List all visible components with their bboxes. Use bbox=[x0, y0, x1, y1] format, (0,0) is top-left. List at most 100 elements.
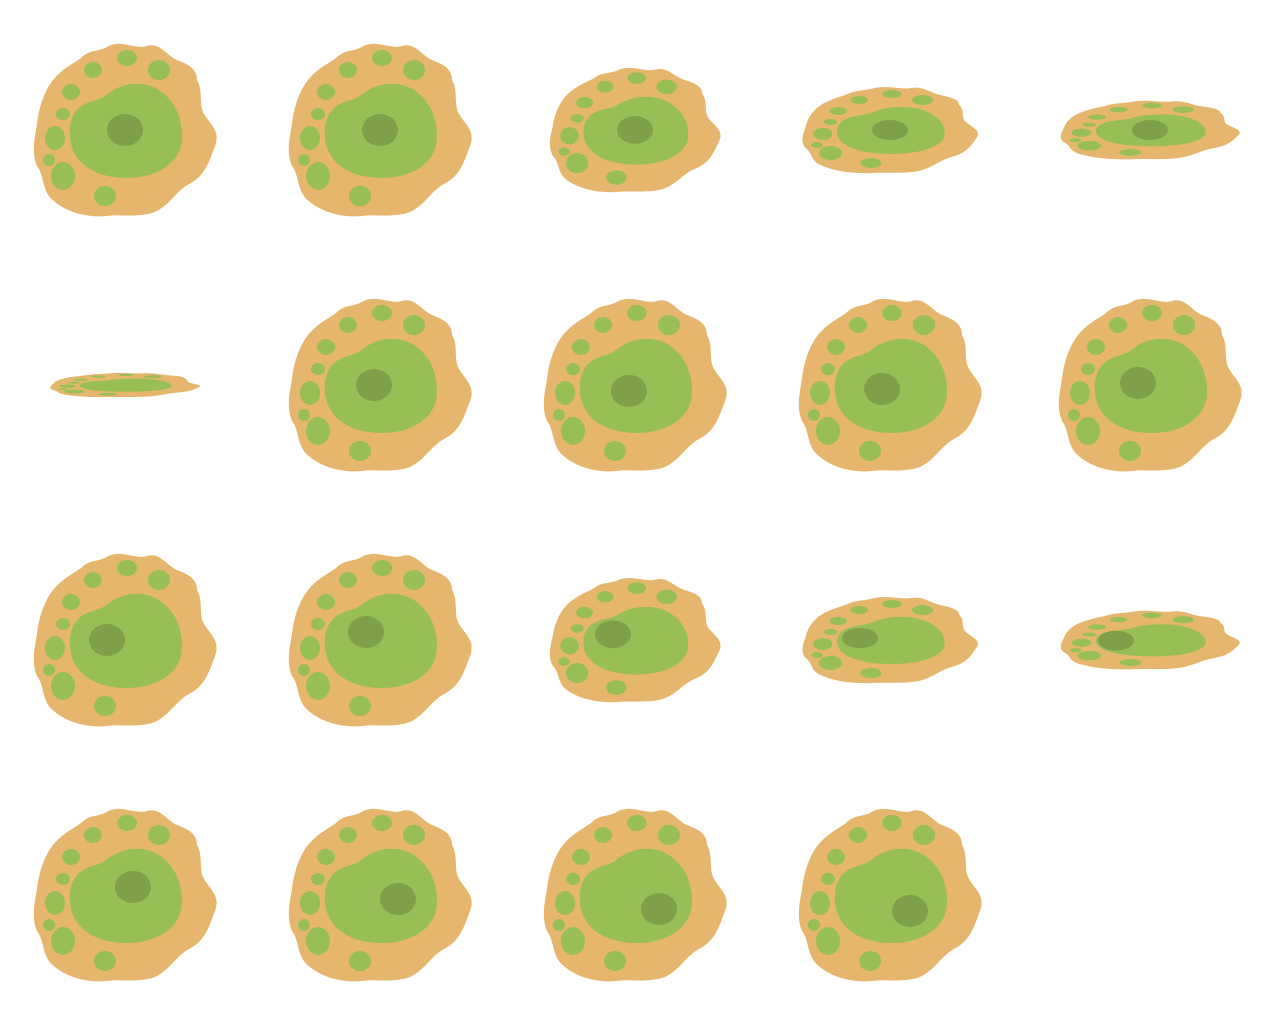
cell-organelle bbox=[570, 624, 584, 633]
cell-nucleolus bbox=[1098, 630, 1134, 651]
cell-body bbox=[50, 372, 201, 398]
cell-organelle bbox=[829, 617, 847, 625]
cell-organelle bbox=[51, 927, 75, 955]
cell-nucleolus bbox=[892, 895, 928, 927]
cell-organelle bbox=[570, 114, 584, 123]
cell-organelle bbox=[99, 392, 118, 396]
cell-nucleolus bbox=[872, 120, 908, 140]
cell-sprite-frame bbox=[802, 86, 978, 174]
cell-nucleolus bbox=[641, 893, 677, 925]
cell-organelle bbox=[91, 375, 107, 378]
cell-sprite-frame bbox=[798, 808, 982, 982]
cell-organelle bbox=[45, 636, 65, 660]
cell-organelle bbox=[1172, 106, 1195, 113]
cell-organelle bbox=[1142, 612, 1162, 619]
cell-organelle bbox=[84, 572, 102, 588]
cell-organelle bbox=[912, 95, 934, 105]
cell-organelle bbox=[816, 927, 840, 955]
cell-sprite-frame bbox=[33, 43, 217, 217]
cell-organelle bbox=[818, 656, 842, 670]
cell-organelle bbox=[849, 827, 867, 843]
cell-organelle bbox=[560, 637, 579, 655]
cell-organelle bbox=[656, 589, 678, 604]
cell-organelle bbox=[882, 90, 902, 98]
cell-organelle bbox=[1119, 659, 1142, 666]
cell-organelle bbox=[372, 50, 392, 66]
cell-nucleolus bbox=[595, 620, 631, 649]
cell-organelle bbox=[51, 162, 75, 190]
cell-organelle bbox=[850, 96, 868, 104]
cell-organelle bbox=[555, 891, 575, 915]
cell-organelle bbox=[84, 62, 102, 78]
cell-organelle bbox=[1069, 648, 1082, 653]
cell-organelle bbox=[317, 84, 335, 100]
cell-organelle bbox=[821, 363, 835, 375]
cell-organelle bbox=[859, 441, 881, 461]
cell-organelle bbox=[306, 927, 330, 955]
cell-sprite-frame bbox=[1060, 100, 1240, 160]
cell-nucleolus bbox=[864, 373, 900, 405]
cell-organelle bbox=[117, 50, 137, 66]
cell-organelle bbox=[849, 317, 867, 333]
cell-organelle bbox=[553, 919, 565, 931]
cell-organelle bbox=[1077, 140, 1102, 151]
cell-cytoplasm bbox=[69, 593, 183, 688]
cell-nucleolus bbox=[348, 616, 384, 648]
cell-organelle bbox=[300, 381, 320, 405]
cell-nucleolus bbox=[356, 369, 392, 401]
cell-organelle bbox=[606, 170, 627, 185]
cell-organelle bbox=[56, 618, 70, 630]
cell-organelle bbox=[306, 417, 330, 445]
cell-organelle bbox=[606, 680, 627, 695]
cell-organelle bbox=[143, 375, 162, 378]
cell-organelle bbox=[811, 652, 823, 658]
cell-organelle bbox=[94, 696, 116, 716]
cell-organelle bbox=[403, 315, 425, 335]
cell-organelle bbox=[1087, 339, 1105, 355]
cell-organelle bbox=[306, 672, 330, 700]
cell-organelle bbox=[43, 664, 55, 676]
cell-organelle bbox=[658, 315, 680, 335]
cell-organelle bbox=[808, 919, 820, 931]
cell-organelle bbox=[349, 696, 371, 716]
cell-organelle bbox=[1081, 363, 1095, 375]
cell-organelle bbox=[45, 126, 65, 150]
cell-organelle bbox=[859, 951, 881, 971]
cell-sprite-frame bbox=[549, 68, 721, 193]
cell-organelle bbox=[594, 317, 612, 333]
cell-organelle bbox=[555, 381, 575, 405]
cell-organelle bbox=[913, 315, 935, 335]
cell-organelle bbox=[45, 891, 65, 915]
cell-organelle bbox=[372, 560, 392, 576]
cell-organelle bbox=[68, 381, 80, 384]
cell-organelle bbox=[572, 339, 590, 355]
cell-organelle bbox=[829, 107, 847, 115]
cell-sprite-frame bbox=[288, 808, 472, 982]
cell-organelle bbox=[43, 919, 55, 931]
cell-organelle bbox=[298, 154, 310, 166]
cell-body bbox=[802, 596, 978, 684]
cell-organelle bbox=[561, 927, 585, 955]
cell-organelle bbox=[317, 849, 335, 865]
cell-organelle bbox=[148, 570, 170, 590]
cell-organelle bbox=[627, 582, 647, 594]
cell-organelle bbox=[306, 162, 330, 190]
cell-sprite-frame bbox=[288, 553, 472, 727]
cell-sprite-frame bbox=[288, 298, 472, 472]
cell-organelle bbox=[298, 919, 310, 931]
cell-organelle bbox=[339, 62, 357, 78]
cell-organelle bbox=[558, 657, 570, 666]
cell-sprite-frame bbox=[288, 43, 472, 217]
cell-organelle bbox=[372, 305, 392, 321]
cell-nucleolus bbox=[115, 871, 151, 903]
cell-organelle bbox=[565, 663, 589, 684]
cell-organelle bbox=[860, 158, 882, 168]
cell-nucleolus bbox=[611, 375, 647, 407]
cell-organelle bbox=[627, 305, 647, 321]
cell-organelle bbox=[860, 668, 882, 678]
cell-organelle bbox=[821, 873, 835, 885]
cell-organelle bbox=[372, 815, 392, 831]
cell-organelle bbox=[827, 849, 845, 865]
cell-organelle bbox=[816, 417, 840, 445]
